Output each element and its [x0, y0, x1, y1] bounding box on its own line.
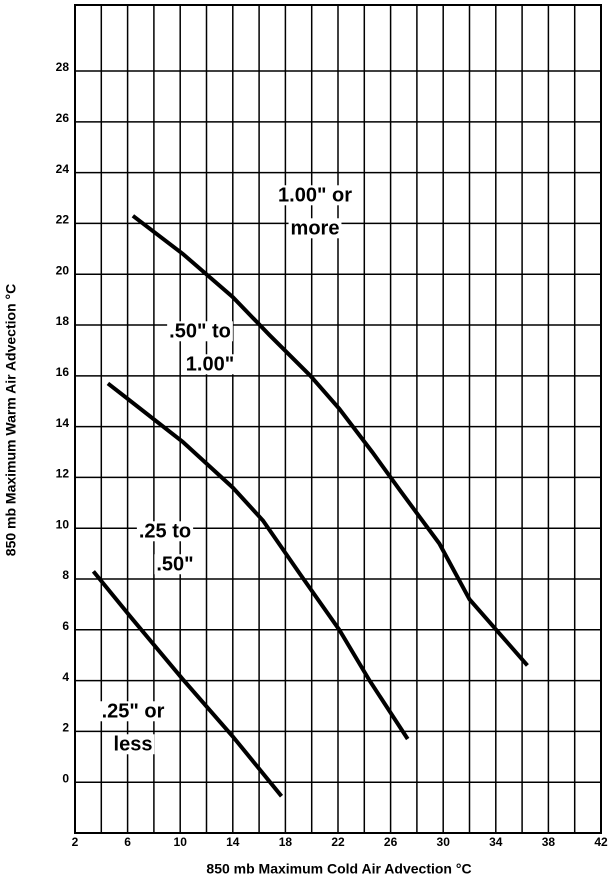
- x-tick-label: 38: [542, 835, 556, 849]
- y-tick-label: 16: [56, 365, 70, 379]
- label-bg: [167, 321, 233, 342]
- label-bg: [99, 701, 167, 722]
- y-tick-label: 14: [56, 416, 70, 430]
- x-tick-label: 6: [124, 835, 131, 849]
- x-tick-label: 2: [72, 835, 79, 849]
- region-label: 1.00" or: [278, 184, 352, 206]
- x-tick-label: 26: [384, 835, 398, 849]
- y-tick-label: 12: [56, 467, 70, 481]
- plot-frame: [74, 4, 602, 834]
- y-tick-label: 8: [62, 568, 69, 582]
- curve: [106, 381, 410, 741]
- x-tick-label: 42: [594, 835, 608, 849]
- label-bg: [288, 218, 342, 239]
- x-tick-label: 14: [226, 835, 240, 849]
- region-label: less: [114, 733, 153, 755]
- label-bg: [183, 354, 237, 375]
- y-tick-label: 26: [56, 111, 70, 125]
- region-label: more: [291, 217, 340, 239]
- label-bg: [136, 521, 194, 542]
- region-label: .50": [156, 553, 193, 575]
- region-label: 1.00": [186, 353, 234, 375]
- curve: [91, 570, 284, 798]
- y-tick-label: 0: [62, 771, 69, 785]
- y-tick-label: 4: [62, 670, 69, 684]
- y-tick-label: 10: [56, 517, 70, 531]
- x-tick-label: 10: [174, 835, 188, 849]
- label-bg: [154, 554, 196, 575]
- y-tick-label: 28: [56, 60, 70, 74]
- y-tick-label: 2: [62, 721, 69, 735]
- x-tick-label: 30: [437, 835, 451, 849]
- x-tick-label: 22: [331, 835, 345, 849]
- x-axis-label: 850 mb Maximum Cold Air Advection °C: [206, 861, 471, 877]
- y-tick-label: 20: [56, 263, 70, 277]
- y-tick-label: 6: [62, 619, 69, 633]
- region-label: .25" or: [102, 700, 165, 722]
- y-tick-label: 22: [56, 213, 70, 227]
- y-axis-label: 850 mb Maximum Warm Air Advection °C: [3, 284, 19, 556]
- label-bg: [276, 185, 355, 206]
- y-tick-label: 24: [56, 162, 70, 176]
- region-label: .25 to: [139, 520, 191, 542]
- label-bg: [111, 734, 155, 755]
- y-tick-label: 18: [56, 314, 70, 328]
- curve: [131, 214, 529, 667]
- region-label: .50" to: [169, 320, 231, 342]
- x-tick-label: 34: [489, 835, 503, 849]
- x-tick-label: 18: [279, 835, 293, 849]
